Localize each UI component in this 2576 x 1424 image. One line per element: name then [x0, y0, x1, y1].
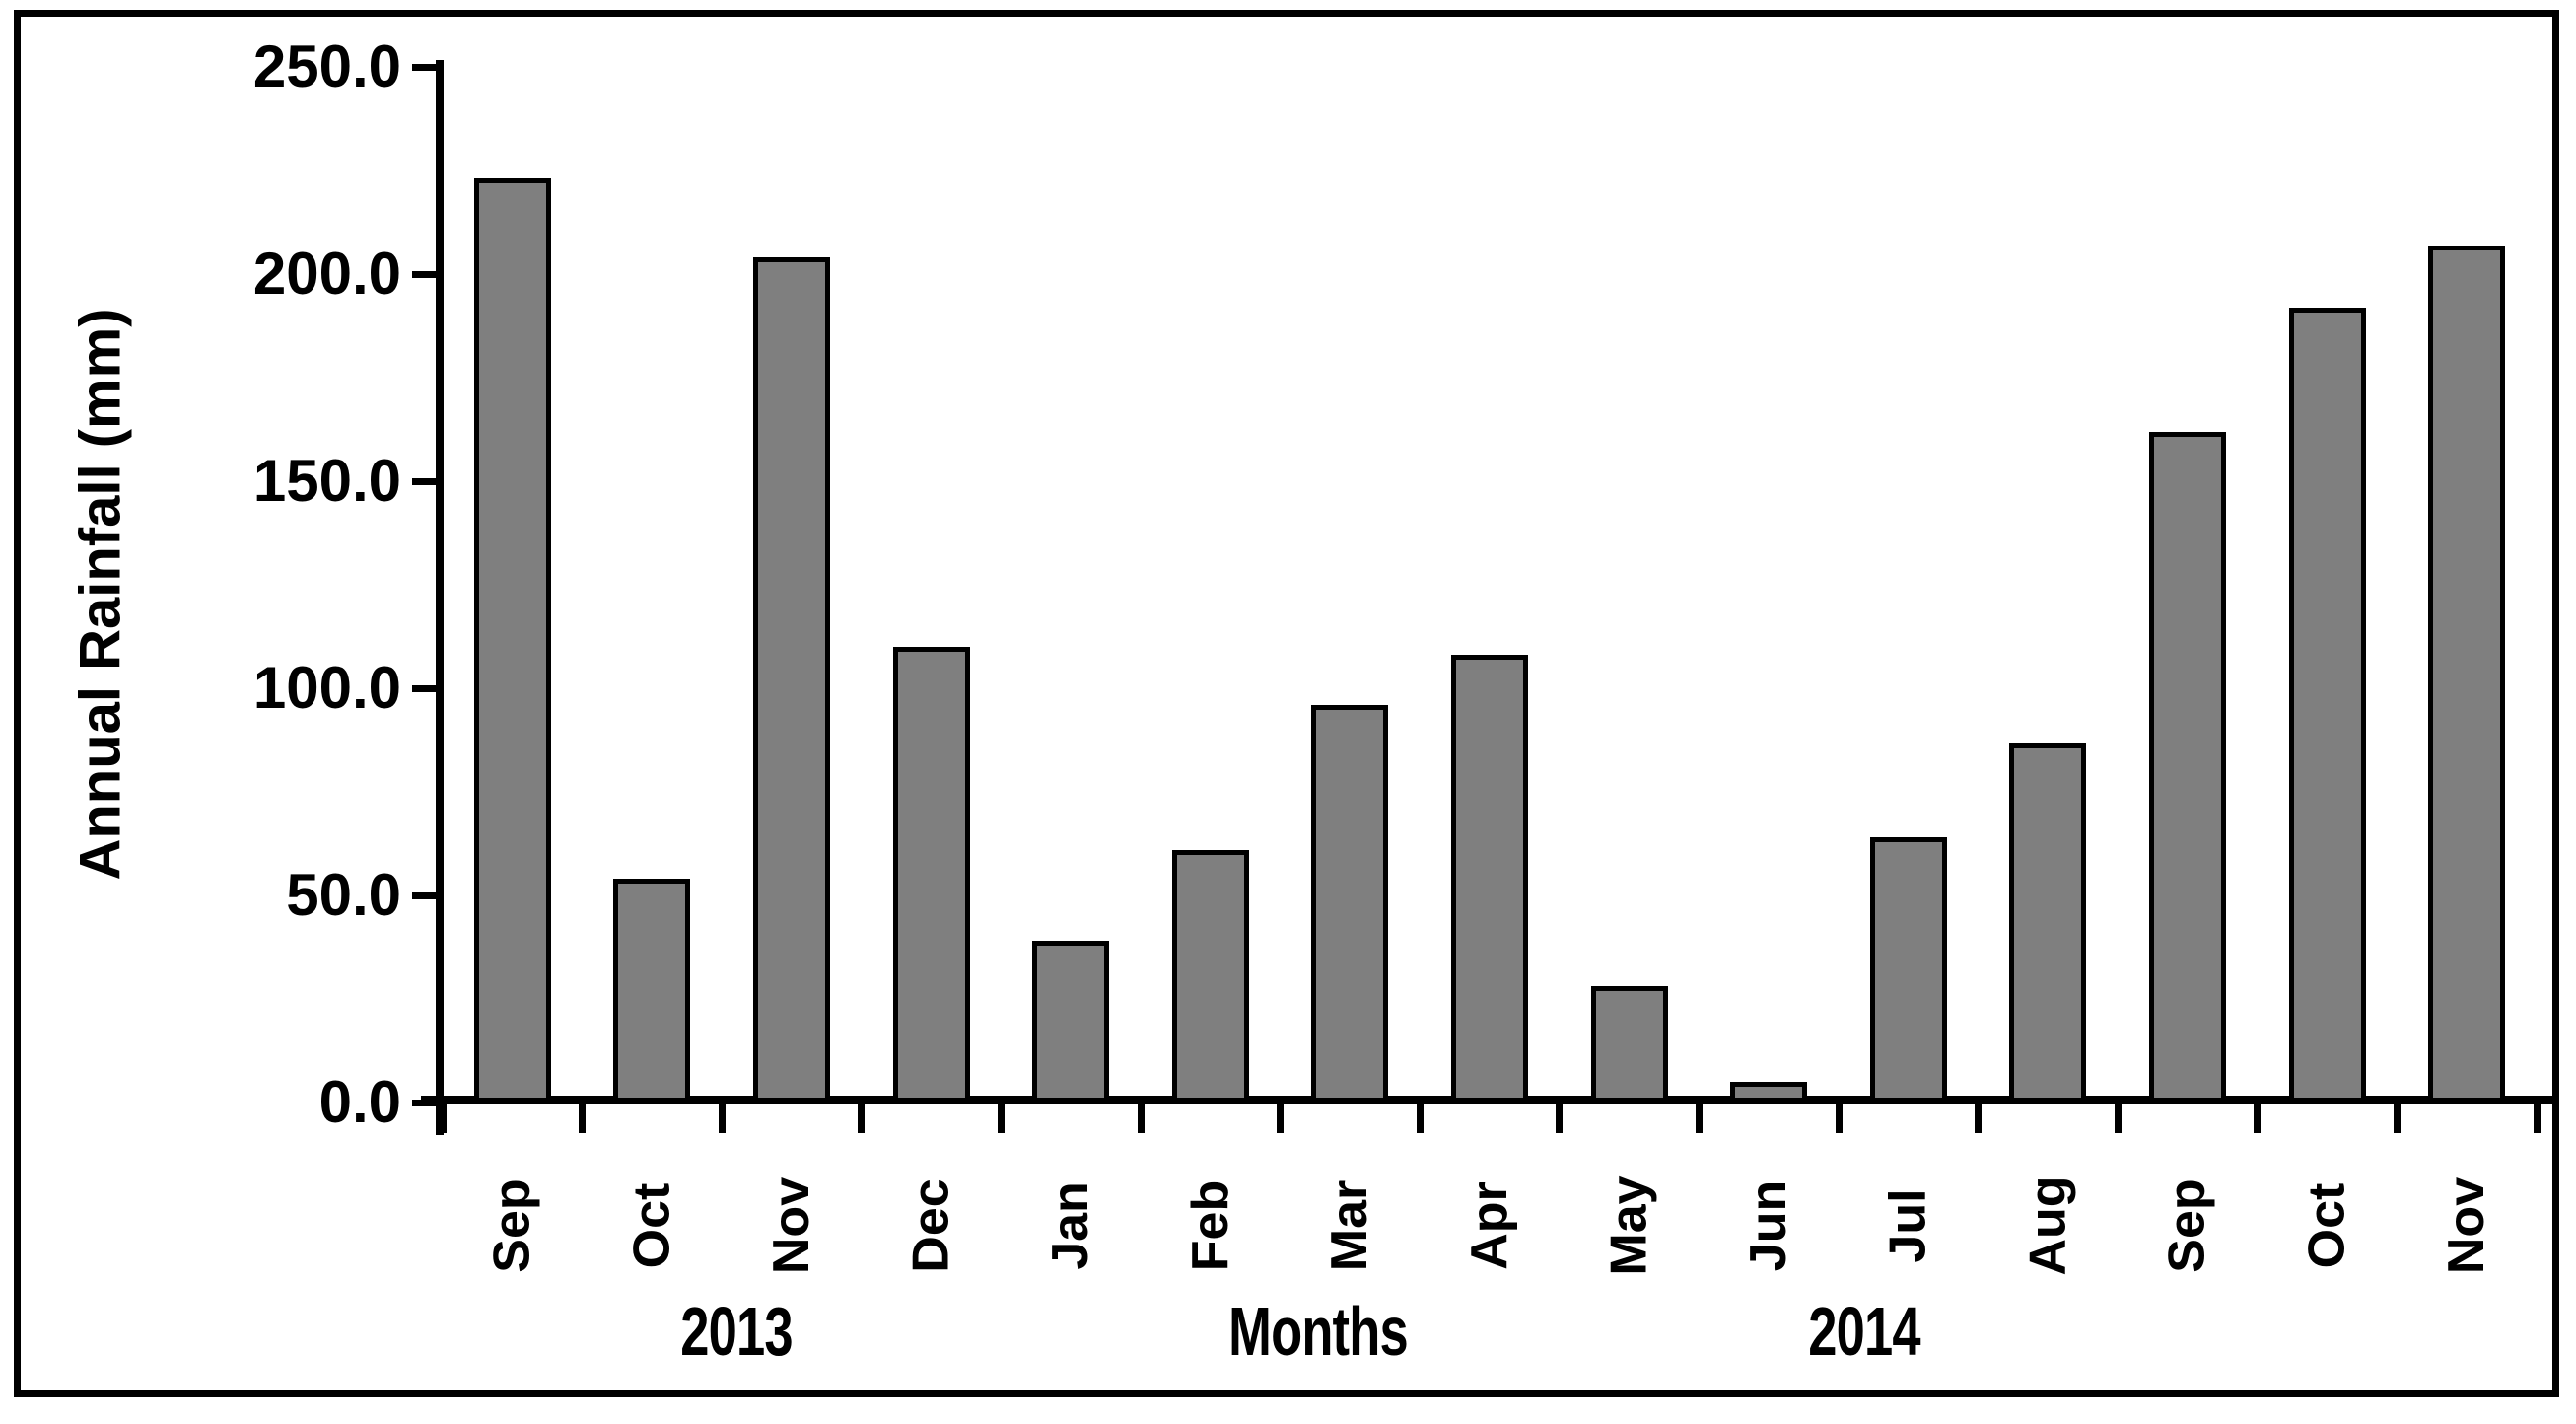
x-tick [1277, 1101, 1285, 1133]
x-tick-label-text: Oct [2298, 1182, 2356, 1268]
x-tick [858, 1101, 866, 1133]
x-tick [718, 1101, 726, 1133]
y-tick-label: 150.0 [252, 448, 401, 514]
x-tick-label-text: Aug [2019, 1175, 2077, 1276]
x-tick-label-text: May [1600, 1175, 1658, 1276]
x-tick-label-text: Mar [1321, 1179, 1379, 1271]
y-tick-label: 50.0 [286, 862, 401, 928]
bar-oct-1 [613, 879, 691, 1103]
y-tick [412, 1099, 438, 1106]
bar-jun-9 [1730, 1082, 1808, 1103]
x-tick-label-text: Apr [1461, 1180, 1518, 1270]
y-tick-label: 250.0 [252, 34, 401, 100]
y-axis-line [436, 60, 444, 1135]
x-tick [2254, 1101, 2262, 1133]
x-tick [1695, 1101, 1703, 1133]
bar-feb-5 [1171, 850, 1249, 1103]
y-tick-label: 0.0 [318, 1069, 401, 1135]
bar-dec-3 [892, 647, 970, 1103]
x-tick-label-text: Feb [1181, 1179, 1239, 1271]
bar-jul-10 [1869, 837, 1947, 1103]
x-tick [439, 1101, 447, 1133]
bar-may-8 [1590, 986, 1668, 1103]
x-tick [579, 1101, 587, 1133]
x-axis-title: Months [1228, 1293, 1408, 1370]
y-tick-label: 100.0 [252, 655, 401, 721]
x-group-label-2014: 2014 [1808, 1293, 1920, 1370]
y-tick-label: 200.0 [252, 241, 401, 307]
x-tick-label-text: Dec [902, 1177, 960, 1273]
x-tick [1137, 1101, 1145, 1133]
x-tick-label-text: Jun [1740, 1179, 1798, 1271]
bar-jan-4 [1032, 941, 1110, 1103]
x-tick-label-text: Sep [2159, 1177, 2216, 1273]
y-tick [412, 477, 438, 485]
y-tick [412, 684, 438, 692]
bar-apr-7 [1451, 655, 1528, 1103]
bar-oct-13 [2288, 308, 2366, 1103]
y-tick [412, 891, 438, 899]
y-axis-title-text: Annual Rainfall (mm) [68, 307, 133, 881]
y-tick [412, 270, 438, 278]
x-tick [2114, 1101, 2122, 1133]
x-tick-label-text: Jan [1042, 1180, 1100, 1270]
bar-sep-0 [473, 178, 551, 1103]
x-tick [1975, 1101, 1983, 1133]
figure-frame: Annual Rainfall (mm) 2013 Months 2014 0.… [14, 10, 2559, 1397]
y-tick [412, 63, 438, 71]
x-tick [1416, 1101, 1424, 1133]
x-tick-label-text: Jul [1879, 1187, 1937, 1263]
bar-nov-14 [2428, 246, 2506, 1103]
x-tick [2533, 1101, 2541, 1133]
bar-sep-12 [2149, 432, 2226, 1103]
x-tick-label-text: Nov [2438, 1176, 2496, 1274]
plot-area: Annual Rainfall (mm) 2013 Months 2014 0.… [7, 7, 2576, 1424]
x-tick [1556, 1101, 1564, 1133]
x-tick [2393, 1101, 2401, 1133]
x-tick-label-text: Sep [483, 1177, 541, 1273]
x-tick [997, 1101, 1005, 1133]
x-tick-label-text: Oct [623, 1182, 681, 1268]
x-tick [1835, 1101, 1843, 1133]
x-tick-label-text: Nov [763, 1176, 820, 1274]
x-tick-label: Nov [2378, 1129, 2555, 1321]
x-group-label-2013: 2013 [680, 1293, 793, 1370]
bar-aug-11 [2009, 743, 2087, 1103]
bar-nov-2 [753, 257, 830, 1103]
bar-mar-6 [1311, 705, 1389, 1103]
